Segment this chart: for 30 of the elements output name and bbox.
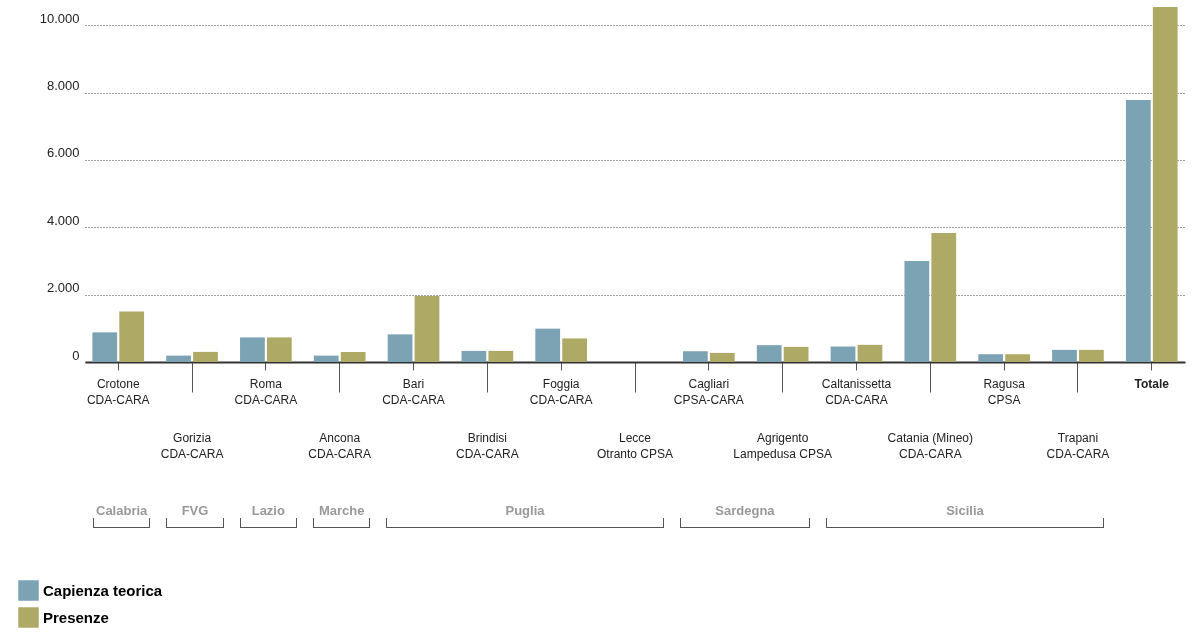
x-tick-label: Ragusa CPSA <box>983 376 1026 407</box>
text: FVG <box>180 503 210 518</box>
x-tick-label: Trapani CDA-CARA <box>1046 430 1110 461</box>
x-tick-label: Lecce Otranto CPSA <box>596 430 674 461</box>
x-tick-label: Roma CDA-CARA <box>234 376 298 407</box>
y-tick-label: 10.000 <box>39 10 80 26</box>
x-tick-label: Cagliari CPSA-CARA <box>673 376 744 407</box>
text: Marche <box>317 503 366 518</box>
x-tick-label: Crotone CDA-CARA <box>86 376 150 407</box>
text: Lazio <box>250 503 286 518</box>
legend-label: Capienza teorica <box>43 581 163 599</box>
x-tick-label: Ancona CDA-CARA <box>308 430 372 461</box>
x-tick-label: Gorizia CDA-CARA <box>160 430 224 461</box>
x-tick-label: Catania (Mineo) CDA-CARA <box>887 430 973 461</box>
text: Puglia <box>504 503 546 518</box>
text: Calabria <box>95 503 149 518</box>
x-tick-label: Foggia CDA-CARA <box>529 376 593 407</box>
x-tick-label: Bari CDA-CARA <box>382 376 445 407</box>
y-tick-label: 2.000 <box>46 280 80 296</box>
text: Sardegna <box>714 503 776 518</box>
y-tick-label: 4.000 <box>46 212 80 228</box>
x-tick-label: Totale <box>1134 376 1170 391</box>
x-tick-label: Brindisi CDA-CARA <box>456 430 519 461</box>
text: Sicilia <box>945 503 985 518</box>
legend-label: Presenze <box>43 608 109 626</box>
y-tick-label: 6.000 <box>46 145 80 161</box>
y-tick-label: 0 <box>72 347 80 363</box>
x-tick-label: Caltanissetta CDA-CARA <box>821 376 892 407</box>
y-tick-label: 8.000 <box>46 78 80 94</box>
x-tick-label: Agrigento Lampedusa CPSA <box>733 430 833 461</box>
